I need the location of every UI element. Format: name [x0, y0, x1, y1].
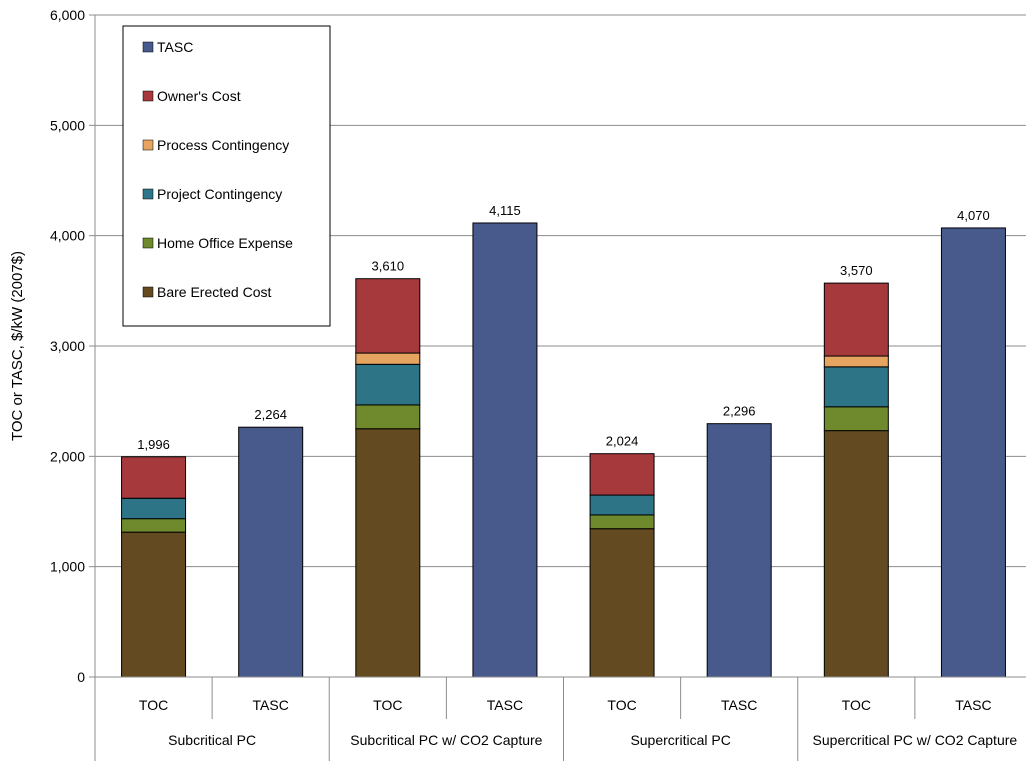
bar-segment — [706, 423, 772, 678]
total-data-label: 4,070 — [957, 208, 990, 223]
x-category-label: TOC — [842, 697, 871, 713]
y-tick-label: 5,000 — [50, 117, 85, 133]
bar-segment — [355, 352, 421, 365]
bar-segment — [589, 514, 655, 530]
legend-label: Home Office Expense — [157, 235, 293, 251]
total-data-label: 2,296 — [723, 404, 756, 419]
total-data-label: 4,115 — [489, 203, 521, 218]
legend-swatch — [142, 41, 154, 53]
bar-segment — [589, 494, 655, 516]
bar-segment — [355, 428, 421, 678]
bar-segment — [121, 531, 187, 678]
y-axis-title: TOC or TASC, $/kW (2007$) — [9, 251, 26, 441]
bar-segment — [823, 366, 889, 408]
legend-swatch — [142, 286, 154, 298]
bar-segment — [355, 404, 421, 430]
total-data-label: 2,024 — [606, 434, 639, 449]
bar-segment — [238, 426, 304, 678]
bar-segment — [355, 278, 421, 354]
legend-label: Process Contingency — [157, 137, 289, 153]
y-tick-label: 4,000 — [50, 228, 85, 244]
x-category-label: TOC — [607, 697, 636, 713]
y-tick-label: 2,000 — [50, 448, 85, 464]
total-data-label: 3,610 — [372, 259, 405, 274]
bar-segment — [589, 528, 655, 678]
bar-segment — [472, 222, 538, 678]
legend-swatch — [142, 188, 154, 200]
bar-segment — [823, 282, 889, 357]
data-labels: 1,996 2,264 3,610 4,115 2,024 2,296 3,570 4,070 — [137, 203, 989, 452]
x-group-label: Subcritical PC w/ CO2 Capture — [350, 732, 542, 748]
legend-box — [122, 25, 331, 327]
legend-swatch — [142, 139, 154, 151]
y-tick-label: 0 — [77, 669, 85, 685]
legend-swatch — [142, 237, 154, 249]
legend-swatch — [142, 90, 154, 102]
x-category-label: TASC — [721, 697, 757, 713]
x-category-label: TASC — [253, 697, 289, 713]
bar-segment — [121, 456, 187, 499]
total-data-label: 1,996 — [137, 437, 170, 452]
bar-segment — [121, 497, 187, 520]
y-tick-label: 1,000 — [50, 559, 85, 575]
x-category-label: TASC — [487, 697, 523, 713]
legend-label: Owner's Cost — [157, 88, 241, 104]
y-tick-label: 6,000 — [50, 7, 85, 23]
legend-label: TASC — [157, 39, 193, 55]
legend: TASC Owner's Cost Process Contingency Proje… — [122, 25, 331, 327]
x-group-label: Subcritical PC — [168, 732, 256, 748]
legend-label: Project Contingency — [157, 186, 282, 202]
bar-segment — [940, 227, 1006, 678]
x-category-label: TOC — [373, 697, 402, 713]
bar-segment — [823, 430, 889, 678]
bars — [121, 222, 1006, 678]
axes: 0 1,000 2,000 3,000 4,000 5,000 6,000 TOC TASC TO… — [50, 7, 1026, 761]
x-group-label: Supercritical PC — [630, 732, 730, 748]
bar-segment — [589, 453, 655, 496]
total-data-label: 2,264 — [254, 407, 287, 422]
legend-label: Bare Erected Cost — [157, 284, 271, 300]
bar-segment — [355, 363, 421, 406]
bar-segment — [823, 406, 889, 432]
y-tick-label: 3,000 — [50, 338, 85, 354]
x-category-label: TASC — [955, 697, 991, 713]
total-data-label: 3,570 — [840, 263, 873, 278]
bar-segment — [121, 518, 187, 533]
x-group-label: Supercritical PC w/ CO2 Capture — [813, 732, 1018, 748]
x-category-label: TOC — [139, 697, 168, 713]
bar-segment — [823, 355, 889, 368]
